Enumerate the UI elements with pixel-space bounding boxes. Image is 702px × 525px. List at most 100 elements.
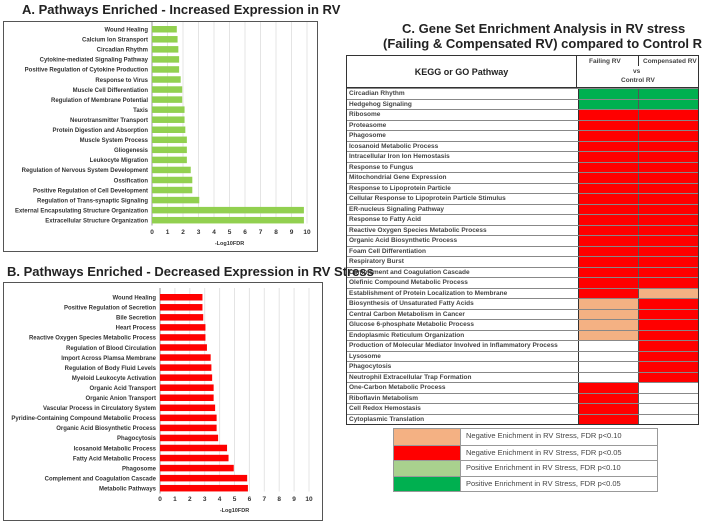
pathway-name: Response to Fungus [347, 162, 579, 172]
x-tick-label: 4 [218, 496, 222, 503]
table-row: Response to Fungus [347, 161, 698, 172]
pathway-name: Respiratory Burst [347, 257, 579, 267]
category-label: Regulation of Membrane Potential [51, 98, 148, 104]
compensated-rv-cell [639, 383, 698, 393]
category-label: Organic Anion Transport [86, 396, 156, 402]
bar [160, 454, 229, 462]
category-label: Gliogenesis [114, 148, 149, 154]
gsea-table: KEGG or GO Pathway Failing RV Compensate… [346, 55, 699, 425]
legend-label: Negative Enichment in RV Stress, FDR p<0… [460, 445, 657, 460]
compensated-rv-cell [639, 404, 698, 414]
bar [160, 354, 211, 361]
failing-rv-cell [579, 194, 639, 204]
category-label: Muscle System Process [80, 138, 149, 144]
compensated-rv-cell [639, 362, 698, 372]
category-label: Taxis [133, 108, 149, 114]
compensated-rv-cell [639, 110, 698, 120]
pathway-name: Riboflavin Metabolism [347, 393, 579, 403]
bar [160, 484, 248, 492]
bar [160, 324, 206, 331]
compensated-rv-cell [639, 131, 698, 141]
pathway-name: Neutrophil Extracellular Trap Formation [347, 372, 579, 382]
compensated-rv-cell [639, 299, 698, 309]
bar [160, 364, 212, 371]
chart-a-title: A. Pathways Enriched - Increased Express… [22, 2, 341, 17]
category-label: Positive Regulation of Cytokine Producti… [25, 68, 149, 74]
table-row: Phagosome [347, 130, 698, 141]
compensated-rv-cell [639, 341, 698, 351]
x-tick-label: 8 [274, 229, 278, 236]
bar [152, 116, 185, 123]
table-row: Foam Cell Differentiation [347, 245, 698, 256]
failing-rv-cell [579, 257, 639, 267]
table-row: Cytoplasmic Translation [347, 413, 698, 424]
x-tick-label: 0 [158, 496, 162, 503]
legend-label: Positive Enrichment in RV Stress, FDR p<… [460, 461, 657, 476]
bar [160, 374, 213, 381]
failing-rv-cell [579, 320, 639, 330]
category-label: Cytokine-mediated Signaling Pathway [40, 58, 149, 64]
compensated-rv-cell [639, 183, 698, 193]
category-label: Reactive Oxygen Species Metabolic Proces… [29, 336, 157, 342]
bar [160, 334, 206, 341]
compensated-rv-cell [639, 320, 698, 330]
compensated-rv-cell [639, 141, 698, 151]
table-row: Icosanoid Metabolic Process [347, 140, 698, 151]
bar [152, 206, 304, 214]
category-label: Phagocytosis [117, 436, 157, 442]
table-row: Cellular Response to Lipoprotein Particl… [347, 193, 698, 204]
pathway-name: Intracellular Iron Ion Hemostasis [347, 152, 579, 162]
failing-rv-cell [579, 393, 639, 403]
compensated-rv-cell [639, 99, 698, 109]
category-label: Icosanoid Metabolic Process [74, 446, 157, 452]
pathway-name: Response to Lipoprotein Particle [347, 183, 579, 193]
x-tick-label: 2 [188, 496, 192, 503]
legend-item: Negative Enichment in RV Stress, FDR p<0… [394, 444, 657, 460]
failing-rv-cell [579, 204, 639, 214]
category-label: Positive Regulation of Secretion [64, 306, 156, 312]
bar [160, 384, 214, 391]
legend-item: Positive Enrichment in RV Stress, FDR p<… [394, 460, 657, 476]
table-header: KEGG or GO Pathway Failing RV Compensate… [347, 56, 698, 88]
category-label: Organic Acid Biosynthetic Process [56, 426, 156, 432]
failing-rv-cell [579, 110, 639, 120]
failing-rv-cell [579, 141, 639, 151]
pathway-name: Response to Fatty Acid [347, 215, 579, 225]
bar [160, 404, 216, 412]
pathway-name: Central Carbon Metabolism in Cancer [347, 309, 579, 319]
category-label: Extracellular Structure Organization [45, 218, 148, 224]
table-row: Organic Acid Biosynthetic Process [347, 235, 698, 246]
table-row: Circadian Rhythm [347, 88, 698, 99]
bar [160, 464, 234, 472]
category-label: Pyridine-Containing Compound Metabolic P… [11, 416, 156, 422]
category-label: Leukocyte Migration [90, 158, 149, 164]
pathway-name: Phagosome [347, 131, 579, 141]
category-label: Positive Regulation of Cell Development [33, 188, 148, 194]
failing-rv-cell [579, 299, 639, 309]
pathway-name: Biosynthesis of Unsaturated Fatty Acids [347, 299, 579, 309]
bar [152, 86, 183, 93]
bar [152, 166, 191, 174]
bar [160, 294, 203, 301]
table-row: Endoplasmic Reticulum Organization [347, 329, 698, 340]
legend-swatch [394, 476, 460, 491]
bar [152, 156, 187, 164]
chart-b-title: B. Pathways Enriched - Decreased Express… [7, 264, 374, 279]
category-label: Fatty Acid Metabolic Process [73, 456, 157, 462]
legend-item: Positive Enrichment in RV Stress, FDR p<… [394, 475, 657, 491]
failing-rv-cell [579, 99, 639, 109]
table-title-line2: (Failing & Compensated RV) compared to C… [383, 36, 702, 51]
pathway-name: Cytoplasmic Translation [347, 414, 579, 424]
category-label: Muscle Cell Differentiation [73, 88, 149, 94]
bar [152, 176, 193, 184]
failing-rv-cell [579, 351, 639, 361]
x-tick-label: 1 [166, 229, 170, 236]
legend-label: Positive Enrichment in RV Stress, FDR p<… [460, 476, 657, 491]
table-row: Complement and Coagulation Cascade [347, 266, 698, 277]
x-tick-label: 1 [173, 496, 177, 503]
compensated-rv-cell [639, 246, 698, 256]
pathway-name: Olefinic Compound Metabolic Process [347, 278, 579, 288]
pathway-name: Foam Cell Differentiation [347, 246, 579, 256]
category-label: Ossification [114, 178, 149, 184]
x-tick-label: 10 [303, 229, 311, 236]
